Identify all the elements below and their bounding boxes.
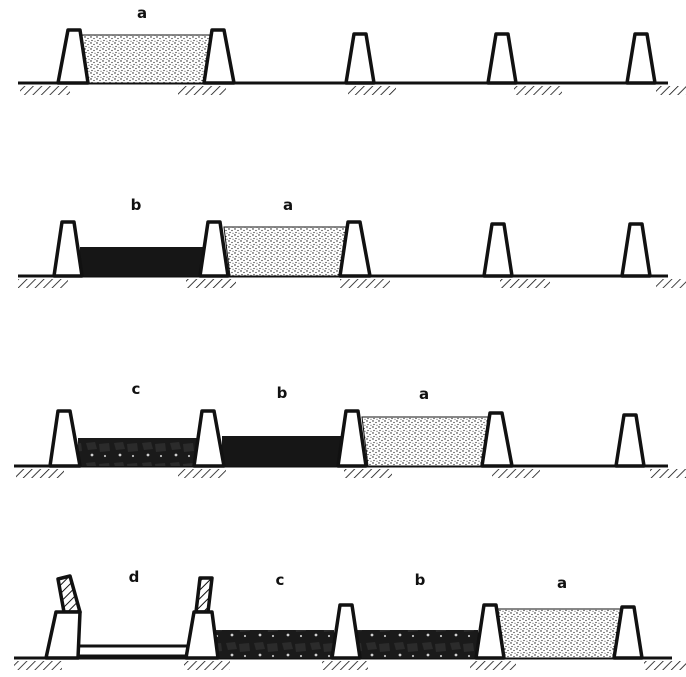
row-3-ground <box>14 464 686 478</box>
row-2-label-b: b <box>131 196 142 214</box>
row-4-label-b: b <box>415 571 426 589</box>
row-4-fill-c <box>214 630 334 658</box>
row-2-fill-b <box>80 247 206 276</box>
row-2-pillars <box>52 220 652 278</box>
row-4: d c b a <box>14 568 686 670</box>
row-3-label-a: a <box>419 385 429 403</box>
row-4-ground <box>14 656 686 670</box>
row-2-ground <box>18 274 686 288</box>
row-4-label-d: d <box>129 568 140 586</box>
row-4-label-c: c <box>276 571 285 589</box>
row-1-fill-a <box>79 34 211 84</box>
row-3: c b a <box>14 380 686 478</box>
row-4-fill-d <box>74 644 192 658</box>
row-2-fill-a <box>223 226 347 277</box>
row-4-label-a: a <box>557 574 567 592</box>
row-1-ground <box>18 81 686 95</box>
row-4-pillars <box>44 574 644 660</box>
row-3-label-b: b <box>277 384 288 402</box>
row-3-fill-b <box>222 436 342 466</box>
row-1-pillars <box>56 28 657 85</box>
row-3-pillars <box>48 409 646 468</box>
row-2: b a <box>18 196 686 288</box>
row-1: a <box>18 4 686 95</box>
row-3-fill-a <box>361 416 489 467</box>
row-3-label-c: c <box>132 380 141 398</box>
row-4-fill-a <box>497 608 623 659</box>
row-2-label-a: a <box>283 196 293 214</box>
row-1-label-a: a <box>137 4 147 22</box>
row-3-fill-c <box>78 438 198 466</box>
row-4-fill-b <box>356 630 478 658</box>
